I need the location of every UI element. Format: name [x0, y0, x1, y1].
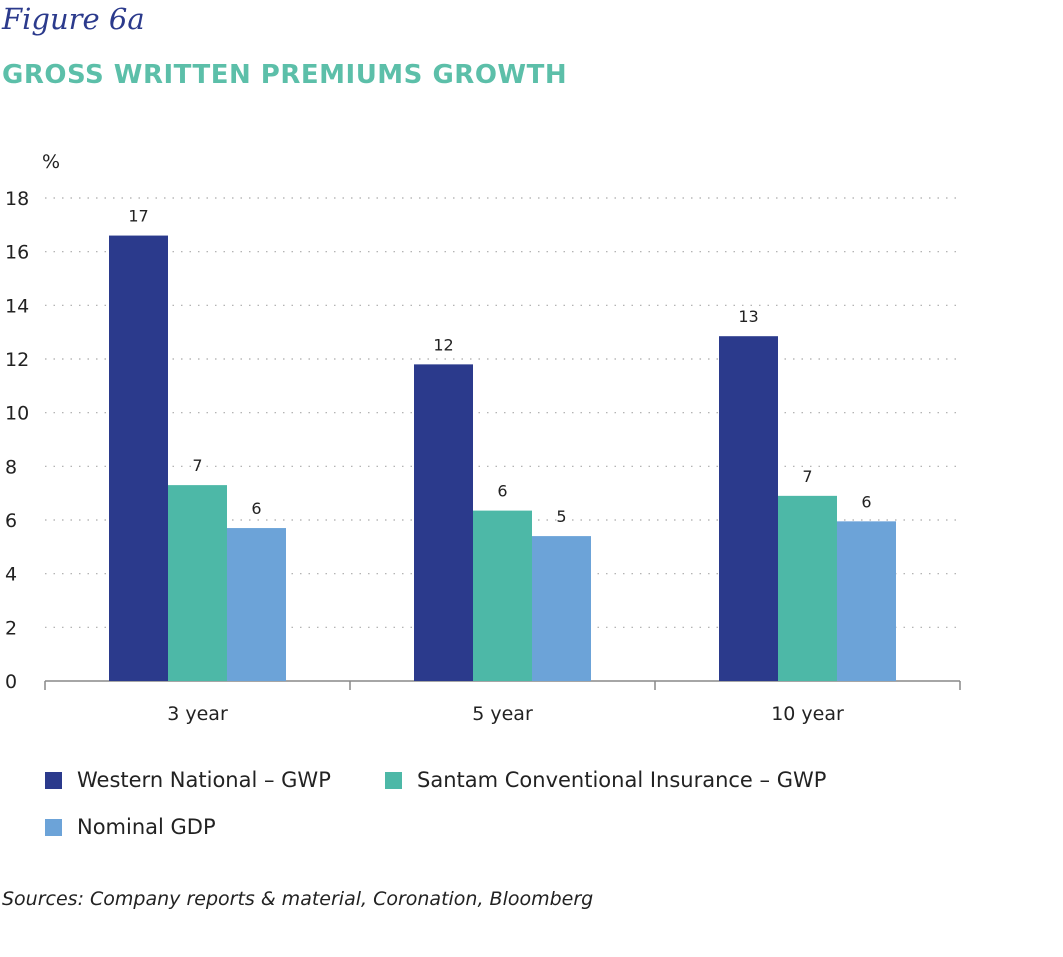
y-tick-label: 0	[5, 671, 17, 693]
y-tick-label: 10	[5, 403, 29, 425]
bar-5-year-series-2	[473, 510, 532, 681]
data-label: 5	[556, 507, 566, 526]
data-label: 7	[802, 467, 812, 486]
data-label: 17	[128, 207, 148, 226]
bar-3-year-series-3	[227, 528, 286, 681]
bar-3-year-series-1	[109, 235, 168, 682]
bar-10-year-series-2	[778, 495, 837, 681]
data-label: 13	[738, 307, 758, 326]
data-label: 12	[433, 335, 453, 354]
legend-swatch-santam	[385, 771, 402, 789]
bar-10-year-series-1	[719, 336, 778, 681]
data-label: 7	[192, 456, 202, 475]
bar-5-year-series-3	[532, 536, 591, 681]
y-tick-label: 16	[5, 242, 29, 264]
legend-item-santam: Santam Conventional Insurance – GWP	[385, 768, 826, 792]
data-label: 6	[251, 499, 261, 518]
legend-swatch-nominal-gdp	[45, 818, 62, 836]
y-tick-label: 12	[5, 349, 29, 371]
legend-label-nominal-gdp: Nominal GDP	[77, 815, 216, 839]
x-tick-label: 3 year	[167, 703, 228, 725]
y-tick-label: 8	[5, 456, 17, 478]
x-tick-label: 5 year	[472, 703, 533, 725]
y-axis-unit-label: %	[42, 151, 60, 173]
y-tick-label: 18	[5, 188, 29, 210]
y-tick-label: 14	[5, 295, 29, 317]
legend-label-santam: Santam Conventional Insurance – GWP	[417, 768, 827, 792]
legend-item-nominal-gdp: Nominal GDP	[45, 815, 216, 839]
source-note: Sources: Company reports & material, Cor…	[2, 888, 594, 910]
y-tick-label: 2	[5, 617, 17, 639]
bar-3-year-series-2	[168, 485, 227, 681]
x-tick-label: 10 year	[771, 703, 844, 725]
data-label: 6	[497, 482, 507, 501]
y-tick-label: 6	[5, 510, 17, 532]
legend-label-western-national: Western National – GWP	[77, 768, 331, 792]
bar-chart: % 0 2 4 6 8 10 12 14 16 18 17 7 6 3 year 12 6 5 5 year 13 7 6…	[5, 151, 961, 725]
legend-item-western-national: Western National – GWP	[45, 768, 331, 792]
y-tick-label: 4	[5, 564, 17, 586]
legend-swatch-western-national	[45, 771, 62, 789]
figure-label: Figure 6a	[2, 2, 145, 36]
data-label: 6	[861, 492, 871, 511]
bar-5-year-series-1	[414, 364, 473, 681]
bar-10-year-series-3	[837, 521, 896, 681]
chart-title: GROSS WRITTEN PREMIUMS GROWTH	[2, 60, 568, 90]
